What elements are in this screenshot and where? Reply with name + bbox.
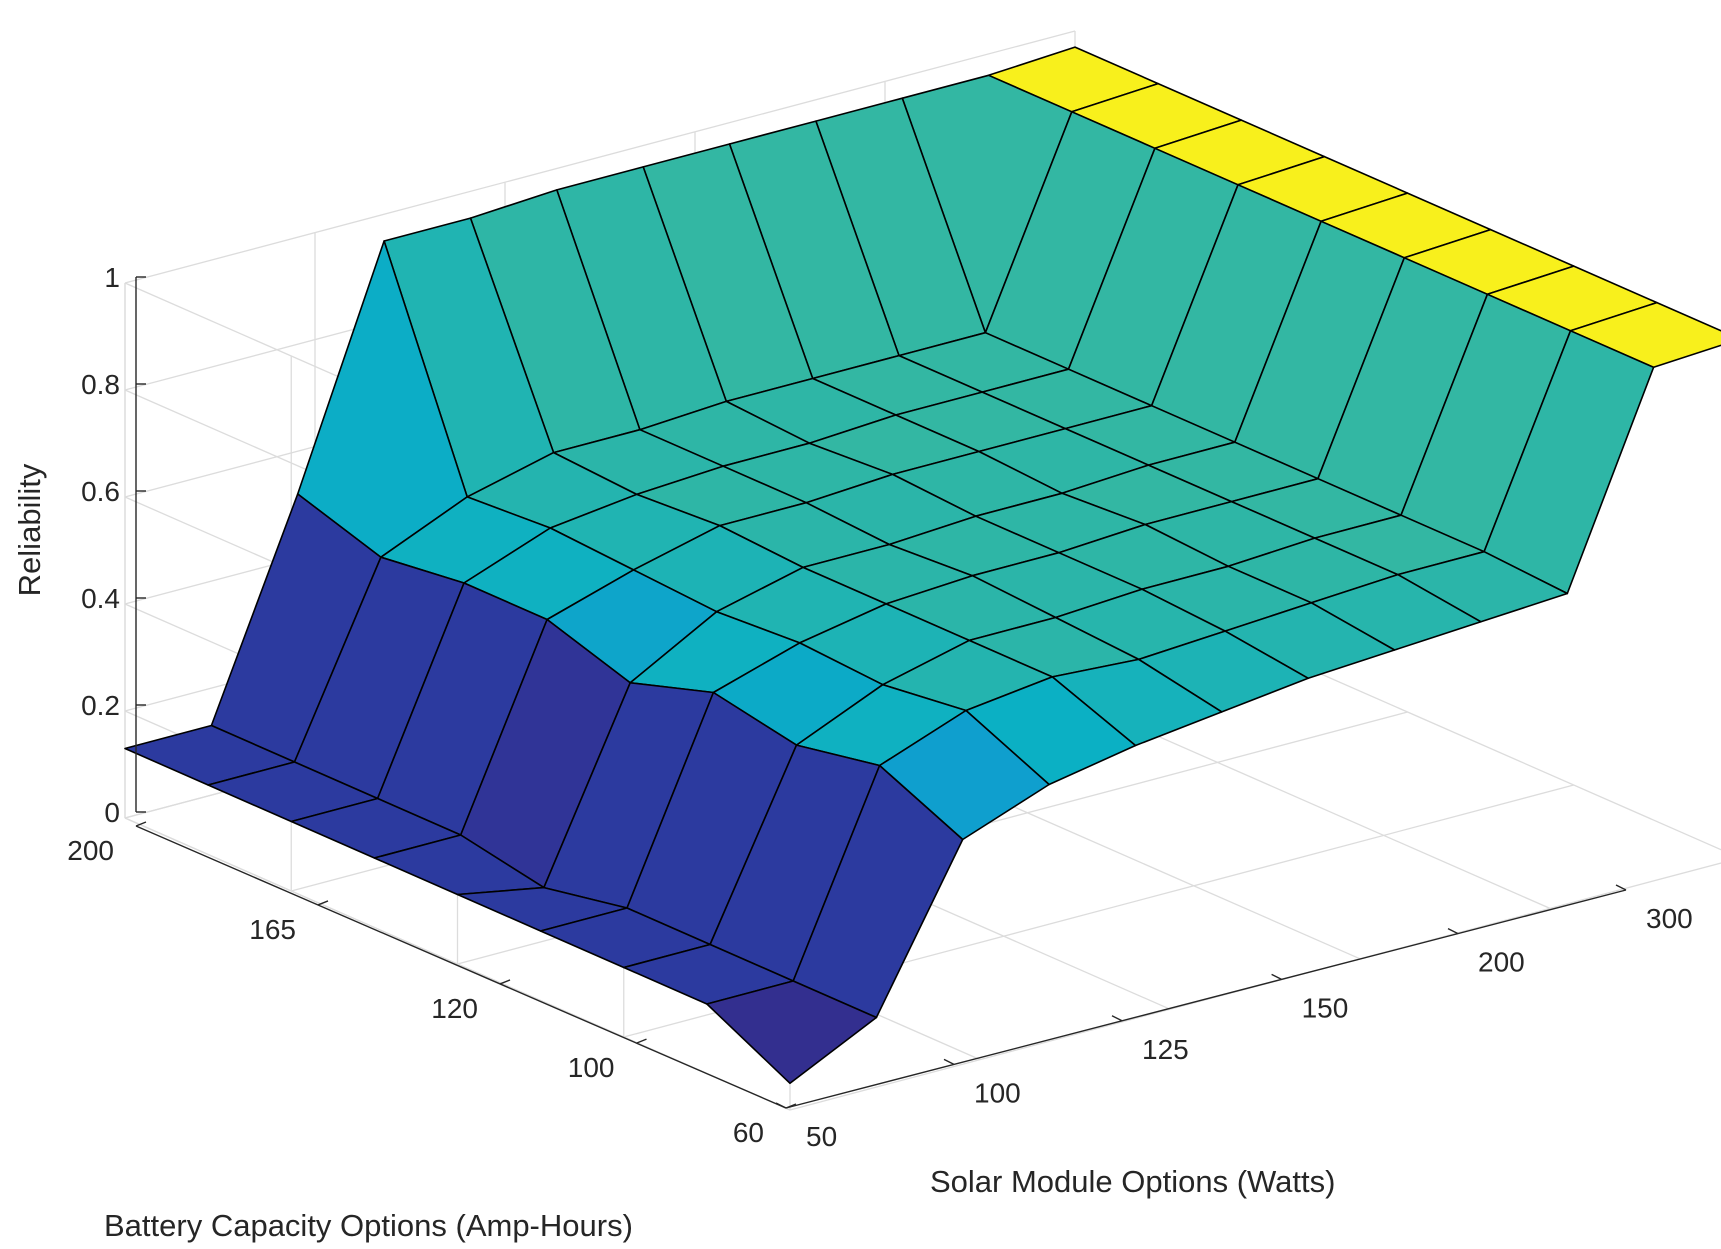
x-tick-label: 50 (806, 1121, 837, 1152)
x-tick-label: 125 (1142, 1034, 1189, 1065)
axis-layer (135, 276, 1627, 1109)
y-tick-label: 165 (249, 914, 296, 945)
z-tick-label: 0.2 (81, 690, 120, 721)
y-tick-mark (499, 979, 511, 985)
y-tick-label: 200 (67, 835, 114, 866)
x-tick-label: 150 (1302, 992, 1349, 1023)
x-axis-line (785, 889, 1627, 1109)
z-tick-label: 0.6 (81, 476, 120, 507)
grid-line-z (124, 30, 1076, 284)
x-tick-mark (1111, 1015, 1123, 1022)
y-tick-label: 120 (431, 993, 478, 1024)
z-tick-label: 1 (104, 262, 120, 293)
y-tick-mark (317, 900, 329, 906)
x-tick-mark (775, 1102, 787, 1109)
z-tick-label: 0.4 (81, 583, 120, 614)
y-axis-line (135, 825, 787, 1109)
y-axis-title: Battery Capacity Options (Amp-Hours) (104, 1208, 633, 1243)
y-tick-mark (636, 1038, 647, 1044)
x-tick-label: 300 (1646, 903, 1693, 934)
surface-layer (124, 46, 1721, 1085)
x-tick-mark (1615, 884, 1627, 891)
z-tick-label: 0.8 (81, 369, 120, 400)
surface-patch (706, 980, 878, 1085)
y-tick-mark (135, 821, 147, 827)
label-layer: 0 0.2 0.4 0.6 0.8 1 60 100 120 165 200 50 100 125 150 2… (67, 262, 1692, 1152)
x-tick-mark (1447, 927, 1459, 935)
x-tick-label: 200 (1478, 947, 1525, 978)
y-tick-label: 60 (733, 1117, 764, 1148)
x-axis-title: Solar Module Options (Watts) (930, 1164, 1335, 1199)
z-axis-title: Reliability (12, 463, 47, 596)
y-tick-label: 100 (568, 1052, 615, 1083)
z-tick-label: 0 (104, 797, 120, 828)
x-tick-label: 100 (974, 1077, 1021, 1108)
x-tick-mark (1271, 973, 1282, 981)
x-tick-mark (943, 1058, 955, 1066)
